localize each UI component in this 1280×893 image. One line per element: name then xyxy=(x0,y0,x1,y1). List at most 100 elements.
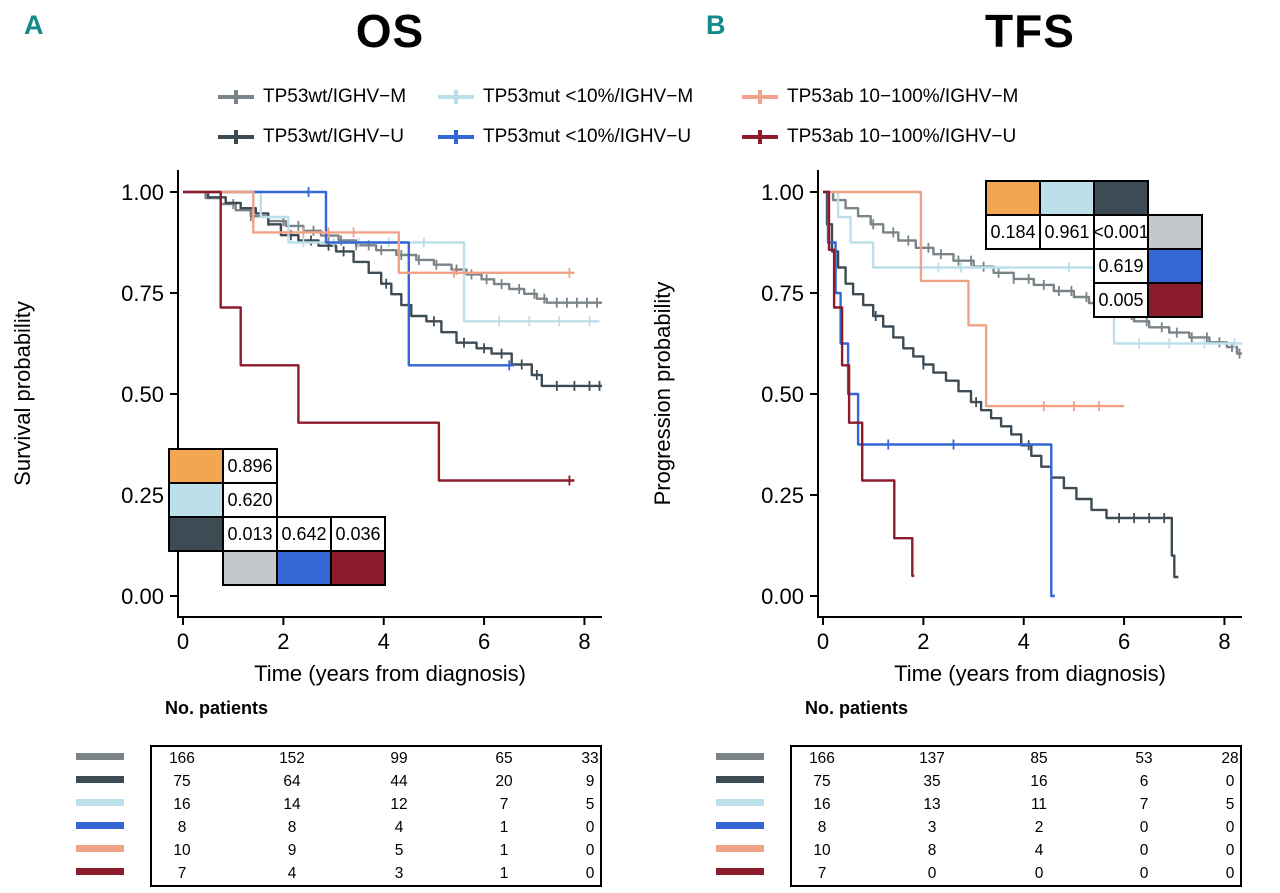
risk-count: 14 xyxy=(283,796,301,813)
legend-row-1: TP53wt/IGHV−M TP53mut <10%/IGHV−M TP53ab 1… xyxy=(0,86,1280,112)
risk-swatch-blue xyxy=(76,822,124,829)
risk-swatch-gray xyxy=(76,753,124,760)
risk-count: 8 xyxy=(177,819,187,836)
risk-count: 0 xyxy=(1139,819,1149,836)
risk-swatch-lightblue xyxy=(76,799,124,806)
risk-table-box-os: 166 152 99 65 33 75 64 44 20 9 16 14 12 7 5 8 8 4 1 0 10 9 5 1 0… xyxy=(150,745,602,887)
legend-label: TP53ab 10−100%/IGHV−U xyxy=(787,126,1017,147)
risk-swatch-darkgray xyxy=(76,776,124,783)
km-line-glyph-gray xyxy=(218,90,254,104)
pvalue-cell: 0.961 xyxy=(1039,214,1095,250)
risk-table-box-tfs: 166 137 85 53 28 75 35 16 6 0 16 13 11 7 5 8 3 2 0 0 10 8 4 0 0 7… xyxy=(790,745,1242,887)
risk-count: 7 xyxy=(499,796,509,813)
y-tick-label: 0.25 xyxy=(761,483,804,508)
km-curve-salmon xyxy=(183,190,575,274)
legend-label: TP53wt/IGHV−U xyxy=(263,126,404,147)
pvalue-color-cell-lightblue xyxy=(1039,180,1095,216)
risk-count: 35 xyxy=(923,773,941,790)
risk-swatch-blue xyxy=(716,822,764,829)
km-line-glyph-salmon xyxy=(742,90,778,104)
legend-row-2: TP53wt/IGHV−U TP53mut <10%/IGHV−U TP53ab 1… xyxy=(0,126,1280,152)
risk-count: 0 xyxy=(1225,773,1235,790)
legend-item-blue: TP53mut <10%/IGHV−U xyxy=(438,126,691,148)
legend-label: TP53wt/IGHV−M xyxy=(263,86,407,107)
risk-count: 7 xyxy=(177,865,187,882)
risk-count: 9 xyxy=(287,842,297,859)
pvalue-cell: 0.620 xyxy=(222,482,278,518)
legend-item-gray: TP53wt/IGHV−M xyxy=(218,86,406,108)
risk-count: 4 xyxy=(394,819,404,836)
risk-count: 12 xyxy=(390,796,408,813)
pvalue-color-cell-blue xyxy=(276,550,332,586)
risk-count: 7 xyxy=(1139,796,1149,813)
pvalue-color-cell-orange xyxy=(985,180,1041,216)
risk-count: 8 xyxy=(817,819,827,836)
y-tick-label: 1.00 xyxy=(121,180,164,205)
risk-count: 0 xyxy=(927,865,937,882)
risk-count: 16 xyxy=(173,796,191,813)
km-curve-lightblue xyxy=(183,190,600,323)
legend-label: TP53mut <10%/IGHV−U xyxy=(483,126,692,147)
risk-count: 16 xyxy=(1030,773,1048,790)
legend-item-darkgray: TP53wt/IGHV−U xyxy=(218,126,404,148)
pvalue-cell: <0.001 xyxy=(1093,214,1149,250)
risk-table-title-os: No. patients xyxy=(165,698,269,718)
risk-count: 0 xyxy=(585,819,595,836)
km-plot-tfs: 0 2 4 6 8 0.00 0.25 0.50 0.75 1.00 Time (years fro… xyxy=(640,160,1280,696)
risk-count: 9 xyxy=(585,773,595,790)
risk-count: 8 xyxy=(927,842,937,859)
risk-count: 0 xyxy=(1225,865,1235,882)
risk-count: 8 xyxy=(287,819,297,836)
risk-count: 0 xyxy=(1034,865,1044,882)
risk-count: 99 xyxy=(390,750,408,767)
km-curve-darkred xyxy=(823,190,915,577)
risk-count: 0 xyxy=(585,865,595,882)
y-tick-label: 0.50 xyxy=(121,382,164,407)
risk-count: 7 xyxy=(817,865,827,882)
pvalue-color-cell-lightgray xyxy=(222,550,278,586)
panel-tfs: 0 2 4 6 8 0.00 0.25 0.50 0.75 1.00 Time (years fro… xyxy=(640,160,1280,696)
y-tick-label: 0.25 xyxy=(121,483,164,508)
pvalue-cell: 0.619 xyxy=(1093,248,1149,284)
risk-count: 16 xyxy=(813,796,831,813)
risk-table-title-tfs: No. patients xyxy=(805,698,909,718)
risk-count: 13 xyxy=(923,796,941,813)
panel-b-title: TFS xyxy=(985,5,1075,57)
km-line-glyph-blue xyxy=(438,130,474,144)
legend-label: TP53mut <10%/IGHV−M xyxy=(483,86,694,107)
risk-count: 33 xyxy=(581,750,599,767)
risk-count: 0 xyxy=(1225,842,1235,859)
x-tick-label: 0 xyxy=(817,629,829,654)
km-line-glyph-darkred xyxy=(742,130,778,144)
pvalue-cell: 0.036 xyxy=(330,516,386,552)
risk-count: 0 xyxy=(1139,865,1149,882)
y-axis-title: Progression probability xyxy=(650,282,675,506)
x-tick-label: 8 xyxy=(1218,629,1230,654)
panel-b-label: B xyxy=(706,10,726,40)
risk-count: 3 xyxy=(927,819,937,836)
risk-count: 20 xyxy=(495,773,513,790)
risk-count: 1 xyxy=(499,842,509,859)
pvalue-cell: 0.184 xyxy=(985,214,1041,250)
risk-table-os: No. patients 166 152 99 65 33 75 64 44 20 9 16 14 12… xyxy=(0,698,640,893)
km-curve-blue xyxy=(183,190,515,367)
panel-os: 0 2 4 6 8 0.00 0.25 0.50 0.75 1.00 Time (years fro… xyxy=(0,160,640,696)
x-tick-label: 4 xyxy=(378,629,390,654)
km-curve-darkgray xyxy=(183,190,602,388)
pvalue-cell: 0.896 xyxy=(222,448,278,484)
risk-count: 0 xyxy=(1139,842,1149,859)
x-tick-label: 8 xyxy=(578,629,590,654)
pvalue-color-cell-darkred xyxy=(1147,282,1203,318)
legend-item-salmon: TP53ab 10−100%/IGHV−M xyxy=(742,86,1018,108)
km-curve-darkred xyxy=(183,190,575,482)
risk-table-tfs: No. patients 166 137 85 53 28 75 35 16 6 0 16 13 11 7… xyxy=(640,698,1280,893)
risk-count: 44 xyxy=(390,773,408,790)
y-tick-label: 0.00 xyxy=(121,584,164,609)
risk-count: 65 xyxy=(495,750,513,767)
risk-swatch-gray xyxy=(716,753,764,760)
pvalue-color-cell-darkgray xyxy=(1093,180,1149,216)
km-plot-os: 0 2 4 6 8 0.00 0.25 0.50 0.75 1.00 Time (years fro… xyxy=(0,160,640,696)
pvalue-color-cell-orange xyxy=(168,448,224,484)
pvalue-cell: 0.005 xyxy=(1093,282,1149,318)
